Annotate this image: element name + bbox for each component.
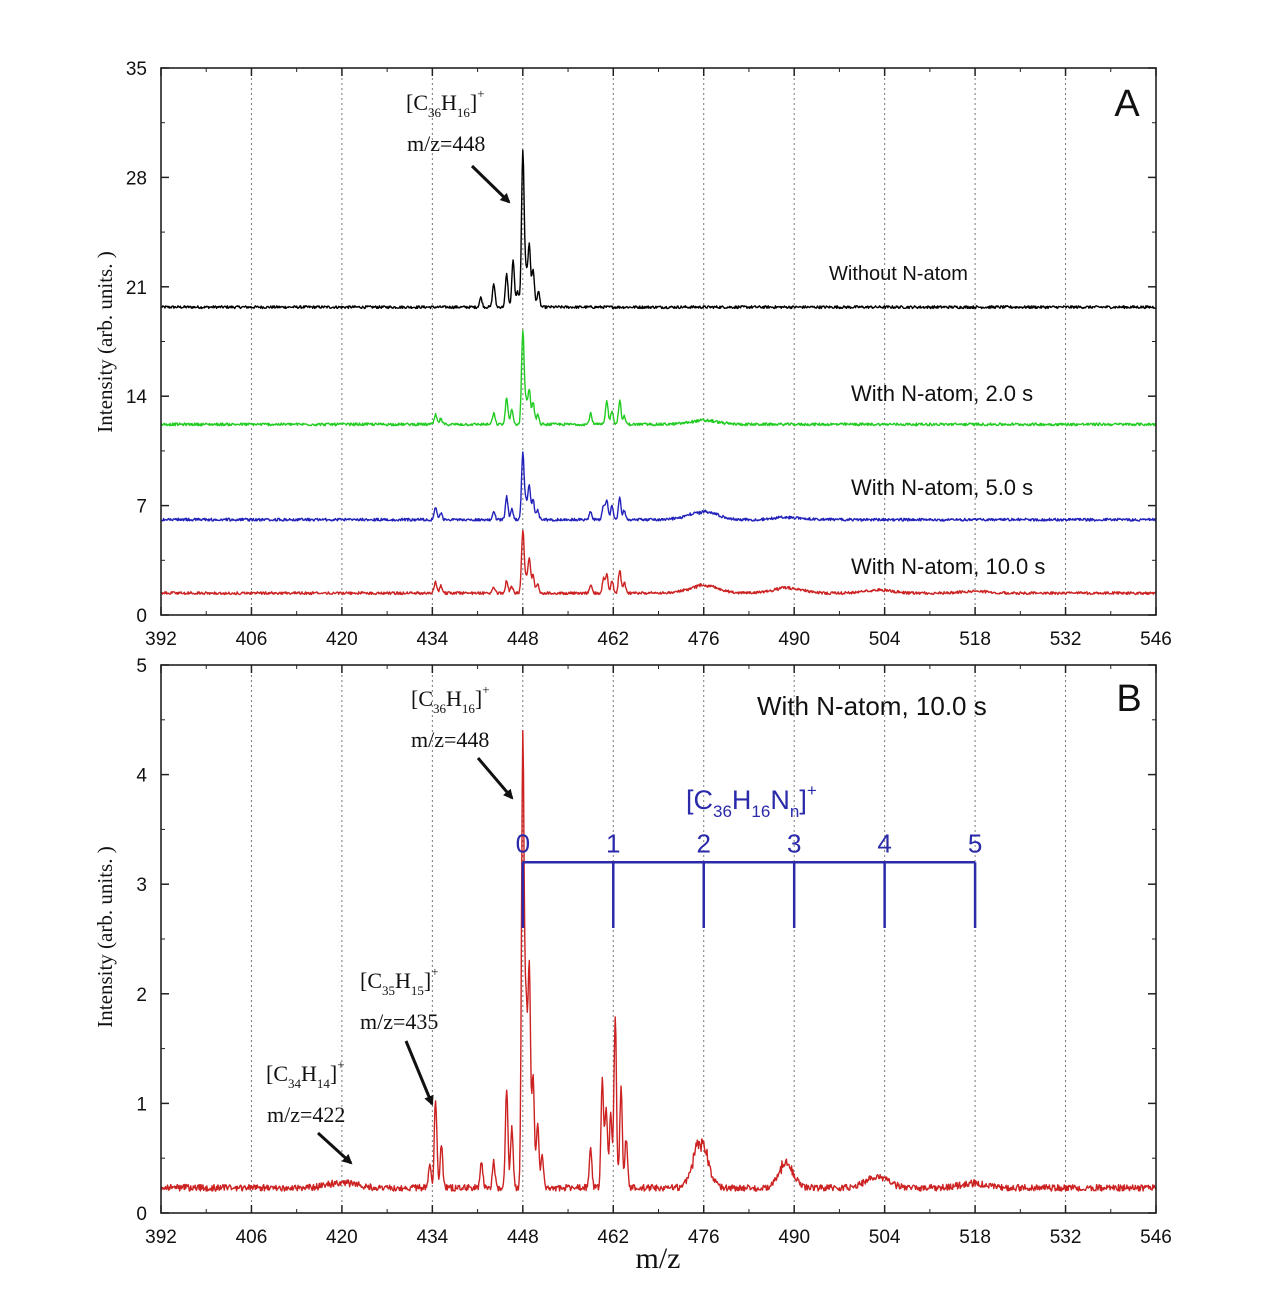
- panel-b-grid: [250, 665, 1067, 1213]
- x-tick-label: 476: [688, 629, 720, 650]
- x-tick-label: 518: [959, 1227, 991, 1248]
- series-label-2s: With N-atom, 2.0 s: [851, 381, 1033, 406]
- x-tick-label: 434: [417, 629, 449, 650]
- x-tick-label: 532: [1050, 1227, 1082, 1248]
- panel-a-mz-448: m/z=448: [407, 131, 485, 156]
- x-tick-label: 490: [778, 1227, 810, 1248]
- panel-a-label: A: [1114, 83, 1140, 125]
- series-line-2: [160, 329, 1157, 427]
- panel-b-y-tick-labels: 0 1 2 3 4 5: [136, 656, 147, 1225]
- y-tick-label: 35: [126, 59, 147, 80]
- n-ladder-label: 2: [696, 828, 710, 858]
- panel-b: 392 406 420 434 448 462 476 490 504 518 532 546 012…: [93, 656, 1172, 1275]
- panel-b-formula-c34h14: [C34H14]+: [266, 1057, 345, 1091]
- panel-b-formula-c36h16: [C36H16]+: [411, 682, 490, 716]
- x-tick-label: 406: [236, 1227, 268, 1248]
- n-ladder-formula: [C36H16Nn]+: [686, 781, 817, 821]
- panel-b-arrow-435: [404, 1040, 434, 1106]
- y-tick-label: 0: [136, 1204, 147, 1225]
- x-tick-label: 448: [507, 1227, 539, 1248]
- y-tick-label: 0: [136, 606, 147, 627]
- x-tick-label: 392: [145, 1227, 177, 1248]
- series-line-3: [160, 451, 1157, 522]
- panel-b-ylabel: Intensity (arb. units. ): [93, 846, 117, 1027]
- x-tick-label: 546: [1140, 629, 1172, 650]
- panel-b-xlabel: m/z: [636, 1242, 681, 1275]
- x-tick-label: 434: [417, 1227, 449, 1248]
- x-tick-label: 504: [869, 1227, 901, 1248]
- y-tick-label: 3: [136, 875, 147, 896]
- n-ladder-label: 4: [877, 828, 891, 858]
- panel-a: 392 406 420 434 448 462 476 490 504 518 532 546 0 7 1…: [93, 59, 1172, 650]
- series-label-without-n: Without N-atom: [829, 263, 968, 285]
- panel-b-mz-448: m/z=448: [411, 727, 489, 752]
- x-tick-label: 462: [597, 629, 629, 650]
- panel-a-ticks: [160, 67, 1157, 616]
- panel-a-grid: [250, 68, 1067, 615]
- n-ladder-label: 5: [968, 828, 982, 858]
- x-tick-label: 392: [145, 629, 177, 650]
- panel-b-arrow-448: [476, 757, 514, 800]
- x-tick-label: 448: [507, 629, 539, 650]
- y-tick-label: 14: [126, 387, 148, 408]
- n-ladder-label: 1: [606, 828, 620, 858]
- series-line-1: [160, 729, 1157, 1192]
- series-label-10s: With N-atom, 10.0 s: [851, 554, 1045, 579]
- panel-b-title: With N-atom, 10.0 s: [757, 691, 987, 721]
- x-tick-label: 504: [869, 629, 901, 650]
- panel-b-mz-422: m/z=422: [267, 1102, 345, 1127]
- n-ladder: 0 1 2 3 4 5: [516, 828, 982, 929]
- x-tick-label: 476: [688, 1227, 720, 1248]
- x-tick-label: 420: [326, 1227, 358, 1248]
- n-ladder-label: 0: [516, 828, 530, 858]
- y-tick-label: 28: [126, 168, 147, 189]
- panel-b-arrow-422: [316, 1131, 353, 1165]
- x-tick-label: 546: [1140, 1227, 1172, 1248]
- x-tick-label: 518: [959, 629, 991, 650]
- panel-a-series: [160, 149, 1157, 596]
- y-tick-label: 21: [126, 278, 147, 299]
- panel-b-x-tick-labels: 392 406 420 434 448 462 476 490 504 518 532 546: [145, 1227, 1172, 1248]
- panel-b-frame: [160, 664, 1157, 1214]
- series-line-1: [160, 149, 1157, 310]
- panel-a-x-tick-labels: 392 406 420 434 448 462 476 490 504 518 532 546: [145, 629, 1172, 650]
- panel-a-y-tick-labels: 0 7 14 21 28 35: [126, 59, 148, 627]
- panel-a-frame: [160, 67, 1157, 616]
- y-tick-label: 1: [136, 1094, 147, 1115]
- x-tick-label: 406: [236, 629, 268, 650]
- panel-b-label: B: [1116, 678, 1141, 720]
- y-tick-label: 5: [136, 656, 147, 677]
- x-tick-label: 490: [778, 629, 810, 650]
- y-tick-label: 7: [136, 497, 147, 518]
- panel-b-series: [160, 729, 1157, 1192]
- y-tick-label: 4: [136, 766, 147, 787]
- panel-a-formula-c36h16: [C36H16]+: [406, 86, 485, 120]
- x-tick-label: 532: [1050, 629, 1082, 650]
- panel-b-mz-435: m/z=435: [360, 1009, 438, 1034]
- panel-a-ylabel: Intensity (arb. units. ): [93, 251, 117, 432]
- series-line-4: [160, 529, 1157, 596]
- panel-b-ticks: [160, 664, 1157, 1214]
- x-tick-label: 420: [326, 629, 358, 650]
- panel-b-formula-c35h15: [C35H15]+: [360, 964, 439, 998]
- n-ladder-label: 3: [787, 828, 801, 858]
- panel-a-arrow-448: [470, 164, 511, 204]
- series-label-5s: With N-atom, 5.0 s: [851, 475, 1033, 500]
- x-tick-label: 462: [597, 1227, 629, 1248]
- y-tick-label: 2: [136, 985, 147, 1006]
